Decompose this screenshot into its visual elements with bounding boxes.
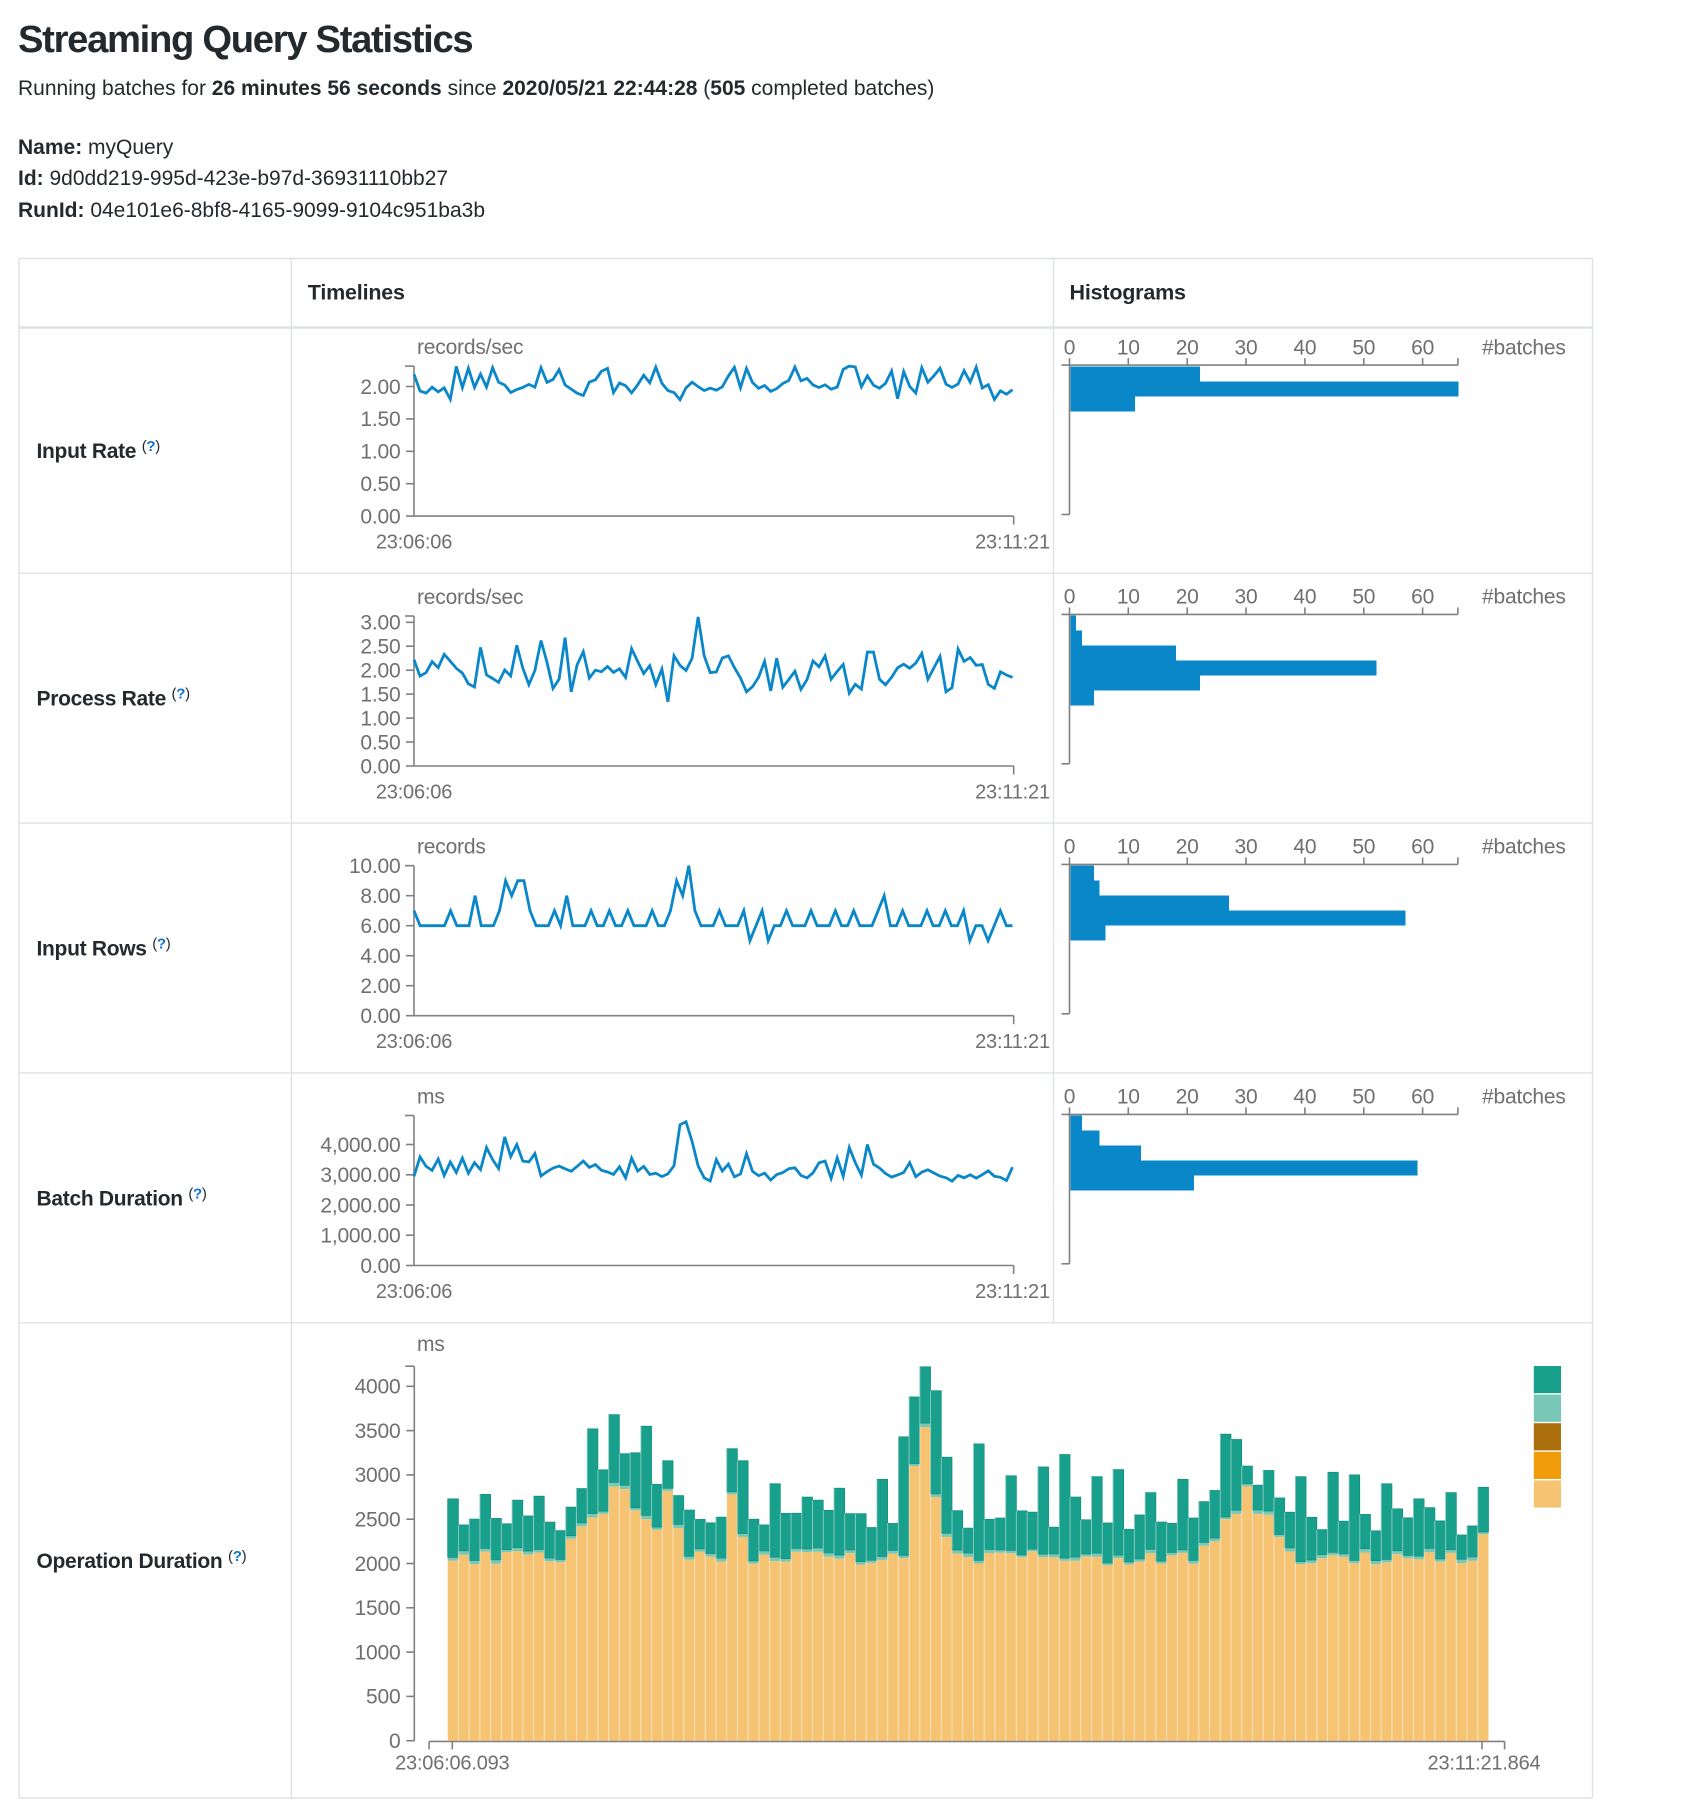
svg-text:records/sec: records/sec bbox=[417, 336, 523, 359]
svg-text:40: 40 bbox=[1293, 1086, 1316, 1109]
svg-text:30: 30 bbox=[1235, 586, 1258, 609]
svg-text:50: 50 bbox=[1352, 586, 1375, 609]
svg-text:0: 0 bbox=[1064, 586, 1075, 609]
svg-text:0: 0 bbox=[1064, 1086, 1075, 1109]
svg-text:23:11:21.864: 23:11:21.864 bbox=[1428, 1752, 1541, 1774]
svg-text:#batches: #batches bbox=[1482, 586, 1566, 609]
svg-text:4,000.00: 4,000.00 bbox=[320, 1134, 400, 1157]
svg-text:10: 10 bbox=[1117, 586, 1140, 609]
svg-text:4.00: 4.00 bbox=[360, 945, 400, 968]
svg-text:2000: 2000 bbox=[355, 1553, 401, 1576]
svg-text:1.50: 1.50 bbox=[360, 683, 400, 706]
svg-text:0.00: 0.00 bbox=[360, 505, 400, 528]
svg-text:40: 40 bbox=[1293, 586, 1316, 609]
svg-text:Batch Duration (?): Batch Duration (?) bbox=[37, 1185, 207, 1210]
svg-text:20: 20 bbox=[1176, 336, 1199, 359]
svg-text:30: 30 bbox=[1235, 336, 1258, 359]
svg-text:records/sec: records/sec bbox=[417, 586, 523, 609]
svg-text:3500: 3500 bbox=[355, 1420, 401, 1443]
svg-text:23:06:06: 23:06:06 bbox=[376, 531, 452, 553]
svg-text:50: 50 bbox=[1352, 1086, 1375, 1109]
svg-text:30: 30 bbox=[1235, 836, 1258, 859]
svg-text:500: 500 bbox=[366, 1686, 400, 1709]
svg-text:records: records bbox=[417, 836, 486, 859]
svg-text:60: 60 bbox=[1411, 836, 1434, 859]
svg-text:3,000.00: 3,000.00 bbox=[320, 1164, 400, 1187]
svg-text:0: 0 bbox=[1064, 836, 1075, 859]
svg-text:40: 40 bbox=[1293, 336, 1316, 359]
svg-text:Input Rows (?): Input Rows (?) bbox=[37, 936, 171, 961]
svg-text:1500: 1500 bbox=[355, 1597, 401, 1620]
svg-text:23:06:06: 23:06:06 bbox=[376, 781, 452, 803]
svg-text:Operation Duration (?): Operation Duration (?) bbox=[37, 1548, 247, 1573]
svg-text:1000: 1000 bbox=[355, 1641, 401, 1664]
svg-text:0.50: 0.50 bbox=[360, 731, 400, 754]
svg-text:50: 50 bbox=[1352, 836, 1375, 859]
svg-text:20: 20 bbox=[1176, 836, 1199, 859]
svg-text:2.00: 2.00 bbox=[360, 975, 400, 998]
svg-text:50: 50 bbox=[1352, 336, 1375, 359]
svg-text:10: 10 bbox=[1117, 336, 1140, 359]
svg-text:0.00: 0.00 bbox=[360, 1255, 400, 1278]
svg-text:1.00: 1.00 bbox=[360, 441, 400, 464]
svg-text:8.00: 8.00 bbox=[360, 885, 400, 908]
svg-text:6.00: 6.00 bbox=[360, 915, 400, 938]
svg-text:#batches: #batches bbox=[1482, 836, 1566, 859]
svg-text:10.00: 10.00 bbox=[349, 855, 401, 878]
svg-text:Timelines: Timelines bbox=[308, 281, 405, 305]
svg-text:23:11:21: 23:11:21 bbox=[975, 531, 1050, 553]
svg-text:3000: 3000 bbox=[355, 1464, 401, 1487]
svg-text:0: 0 bbox=[1064, 336, 1075, 359]
svg-text:2.00: 2.00 bbox=[360, 660, 400, 683]
svg-text:60: 60 bbox=[1411, 586, 1434, 609]
svg-text:10: 10 bbox=[1117, 1086, 1140, 1109]
svg-text:4000: 4000 bbox=[355, 1376, 401, 1399]
svg-text:0.00: 0.00 bbox=[360, 755, 400, 778]
svg-text:Input Rate (?): Input Rate (?) bbox=[37, 438, 161, 463]
svg-text:23:11:21: 23:11:21 bbox=[975, 781, 1050, 803]
svg-text:0: 0 bbox=[389, 1730, 400, 1753]
svg-text:20: 20 bbox=[1176, 1086, 1199, 1109]
svg-text:1.00: 1.00 bbox=[360, 707, 400, 730]
svg-text:3.00: 3.00 bbox=[360, 612, 400, 635]
svg-text:ms: ms bbox=[417, 1333, 445, 1356]
svg-text:23:11:21: 23:11:21 bbox=[975, 1281, 1050, 1303]
svg-text:2.50: 2.50 bbox=[360, 636, 400, 659]
svg-text:30: 30 bbox=[1235, 1086, 1258, 1109]
svg-text:40: 40 bbox=[1293, 836, 1316, 859]
svg-text:0.00: 0.00 bbox=[360, 1005, 400, 1028]
svg-text:Histograms: Histograms bbox=[1070, 281, 1187, 305]
svg-text:0.50: 0.50 bbox=[360, 473, 400, 496]
svg-text:60: 60 bbox=[1411, 1086, 1434, 1109]
svg-text:1,000.00: 1,000.00 bbox=[320, 1225, 400, 1248]
svg-text:20: 20 bbox=[1176, 586, 1199, 609]
svg-text:10: 10 bbox=[1117, 836, 1140, 859]
svg-text:Process Rate (?): Process Rate (?) bbox=[37, 686, 191, 711]
svg-text:ms: ms bbox=[417, 1086, 445, 1109]
svg-text:23:06:06.093: 23:06:06.093 bbox=[395, 1752, 509, 1774]
svg-text:2.00: 2.00 bbox=[360, 376, 400, 399]
svg-text:60: 60 bbox=[1411, 336, 1434, 359]
svg-text:2500: 2500 bbox=[355, 1509, 401, 1532]
svg-text:23:06:06: 23:06:06 bbox=[376, 1281, 452, 1303]
svg-text:23:11:21: 23:11:21 bbox=[975, 1031, 1050, 1053]
svg-text:#batches: #batches bbox=[1482, 336, 1566, 359]
svg-text:1.50: 1.50 bbox=[360, 408, 400, 431]
svg-text:2,000.00: 2,000.00 bbox=[320, 1194, 400, 1217]
svg-text:#batches: #batches bbox=[1482, 1086, 1566, 1109]
svg-text:23:06:06: 23:06:06 bbox=[376, 1031, 452, 1053]
